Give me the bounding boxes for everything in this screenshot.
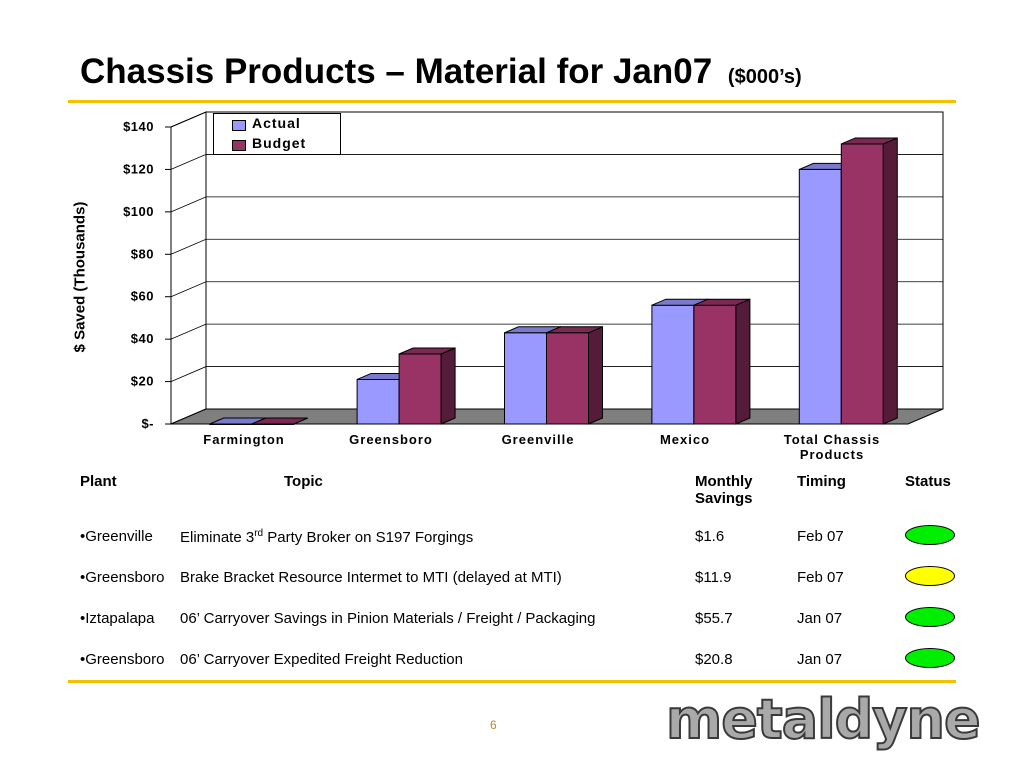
x-tick-label: Greenville <box>501 432 575 447</box>
slide-title-text: Chassis Products – Material for Jan07 <box>80 52 713 91</box>
gridline <box>170 111 943 128</box>
table-row: •Greensboro 06’ Carryover Expedited Frei… <box>74 639 964 680</box>
timing-cell: Feb 07 <box>797 528 844 545</box>
bar-actual-greensboro <box>356 378 400 425</box>
y-tick-label: $140 <box>123 119 154 134</box>
bar-actual-greenville <box>504 332 547 425</box>
bar-budget-greenville-side <box>588 326 603 425</box>
bar-budget-greensboro <box>398 353 442 425</box>
y-tick-label: $60 <box>131 289 154 304</box>
table-row: •Greensboro Brake Bracket Resource Inter… <box>74 557 964 598</box>
legend-label-budget: Budget <box>252 135 307 151</box>
savings-table: Plant Topic Monthly Savings Timing Statu… <box>74 470 964 680</box>
bar-budget-mexico-side <box>735 298 751 425</box>
bar-budget-farmington-top <box>251 417 308 425</box>
status-indicator-green <box>905 606 955 627</box>
slide-title: Chassis Products – Material for Jan07 ($… <box>80 52 802 92</box>
topic-superscript: rd <box>254 527 264 539</box>
status-indicator-yellow <box>905 565 955 586</box>
bar-chart: $- $20 $40 $60 $80 $100 $120 $140 <box>123 111 944 431</box>
bar-actual-total-chassis-products <box>798 168 842 425</box>
y-tick-label: $- <box>141 416 154 431</box>
plant-cell: •Iztapalapa <box>80 610 155 627</box>
x-tick-label: Total Chassis Products <box>783 432 881 462</box>
slide-title-units: ($000’s) <box>727 66 802 88</box>
gridline <box>170 281 943 298</box>
legend-item-actual: Actual <box>214 114 340 134</box>
y-tick-label: $20 <box>131 374 154 389</box>
table-row: •Iztapalapa 06’ Carryover Savings in Pin… <box>74 598 964 639</box>
status-cell <box>899 639 964 680</box>
savings-cell: $1.6 <box>695 528 725 545</box>
header-topic: Topic <box>284 473 323 490</box>
y-tick-label: $80 <box>131 246 154 261</box>
table-header-row: Plant Topic Monthly Savings Timing Statu… <box>74 470 964 516</box>
topic-text-rest: Party Broker on S197 Forgings <box>263 528 474 546</box>
timing-cell: Jan 07 <box>797 610 843 627</box>
topic-cell: Brake Bracket Resource Intermet to MTI (… <box>180 569 562 586</box>
topic-text: Eliminate 3 <box>180 528 255 546</box>
gridline <box>170 238 943 255</box>
bar-budget-total-chassis-products-side <box>882 137 898 425</box>
page-number: 6 <box>490 718 497 732</box>
legend-swatch-budget <box>232 140 246 151</box>
status-cell <box>899 557 964 598</box>
legend-swatch-actual <box>232 120 246 131</box>
table-row: •Greenville Eliminate 3rd Party Broker o… <box>74 516 964 557</box>
header-savings: Monthly Savings <box>695 473 753 507</box>
savings-cell: $20.8 <box>695 651 733 668</box>
gridline <box>170 196 943 213</box>
y-axis-label: $ Saved (Thousands) <box>71 201 89 353</box>
legend-item-budget: Budget <box>214 134 340 154</box>
bar-budget-greensboro-top <box>398 347 456 355</box>
bar-budget-mexico <box>693 304 737 425</box>
bar-budget-greensboro-side <box>440 347 456 425</box>
legend-label-actual: Actual <box>252 115 301 131</box>
top-divider <box>68 100 956 103</box>
y-tick-label: $40 <box>131 331 154 346</box>
topic-cell: 06’ Carryover Savings in Pinion Material… <box>180 610 596 627</box>
bar-budget-greenville <box>546 332 589 425</box>
savings-cell: $11.9 <box>695 569 732 586</box>
chart-legend: Actual Budget <box>213 113 341 155</box>
plant-cell: •Greensboro <box>80 569 165 586</box>
topic-cell: 06’ Carryover Expedited Freight Reductio… <box>180 651 463 668</box>
bar-budget-total-chassis-products <box>840 143 884 425</box>
status-indicator-green <box>905 524 955 545</box>
gridline <box>170 154 943 170</box>
timing-cell: Jan 07 <box>797 651 843 668</box>
timing-cell: Feb 07 <box>797 569 844 586</box>
header-plant: Plant <box>80 473 117 490</box>
y-tick-label: $100 <box>123 204 154 219</box>
metaldyne-logo: metaldyne <box>665 687 982 752</box>
x-tick-label: Farmington <box>203 432 285 447</box>
savings-cell: $55.7 <box>695 610 733 627</box>
plant-cell: •Greensboro <box>80 651 165 668</box>
status-indicator-green <box>905 647 955 668</box>
bar-budget-mexico-top <box>693 298 751 306</box>
header-status: Status <box>905 473 951 490</box>
bar-budget-total-chassis-products-top <box>841 137 898 145</box>
side-wall <box>170 111 207 425</box>
bar-budget-greenville-top <box>546 326 603 334</box>
status-cell <box>899 598 964 639</box>
topic-cell: Eliminate 3rd Party Broker on S197 Forgi… <box>174 516 689 557</box>
header-timing: Timing <box>797 473 846 490</box>
status-cell <box>899 516 964 557</box>
x-tick-label: Greensboro <box>349 432 433 447</box>
bottom-divider <box>68 680 956 683</box>
plant-cell: •Greenville <box>80 528 153 545</box>
bar-actual-mexico <box>651 304 695 425</box>
y-tick-label: $120 <box>123 161 154 176</box>
x-tick-label: Mexico <box>659 432 711 447</box>
